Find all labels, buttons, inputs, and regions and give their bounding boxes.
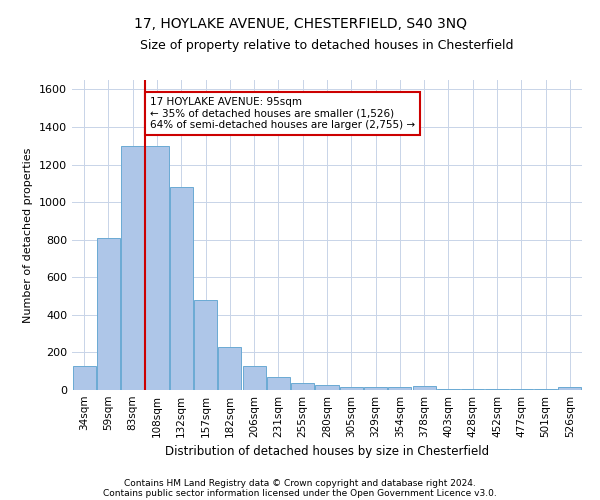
X-axis label: Distribution of detached houses by size in Chesterfield: Distribution of detached houses by size … <box>165 446 489 458</box>
Bar <box>73 366 95 390</box>
Bar <box>267 377 290 390</box>
Bar <box>97 238 120 390</box>
Bar <box>145 146 169 390</box>
Text: 17, HOYLAKE AVENUE, CHESTERFIELD, S40 3NQ: 17, HOYLAKE AVENUE, CHESTERFIELD, S40 3N… <box>133 18 467 32</box>
Bar <box>534 389 557 390</box>
Bar <box>388 387 412 390</box>
Bar <box>170 187 193 390</box>
Title: Size of property relative to detached houses in Chesterfield: Size of property relative to detached ho… <box>140 40 514 52</box>
Bar <box>364 387 387 390</box>
Bar <box>316 386 338 390</box>
Bar <box>291 384 314 390</box>
Bar <box>510 389 533 390</box>
Bar <box>485 389 509 390</box>
Bar <box>437 389 460 390</box>
Bar <box>413 386 436 390</box>
Y-axis label: Number of detached properties: Number of detached properties <box>23 148 34 322</box>
Text: 17 HOYLAKE AVENUE: 95sqm
← 35% of detached houses are smaller (1,526)
64% of sem: 17 HOYLAKE AVENUE: 95sqm ← 35% of detach… <box>150 97 415 130</box>
Bar <box>461 389 484 390</box>
Bar <box>194 300 217 390</box>
Bar <box>121 146 144 390</box>
Bar <box>218 347 241 390</box>
Text: Contains public sector information licensed under the Open Government Licence v3: Contains public sector information licen… <box>103 488 497 498</box>
Text: Contains HM Land Registry data © Crown copyright and database right 2024.: Contains HM Land Registry data © Crown c… <box>124 478 476 488</box>
Bar <box>340 387 363 390</box>
Bar <box>559 387 581 390</box>
Bar <box>242 366 266 390</box>
